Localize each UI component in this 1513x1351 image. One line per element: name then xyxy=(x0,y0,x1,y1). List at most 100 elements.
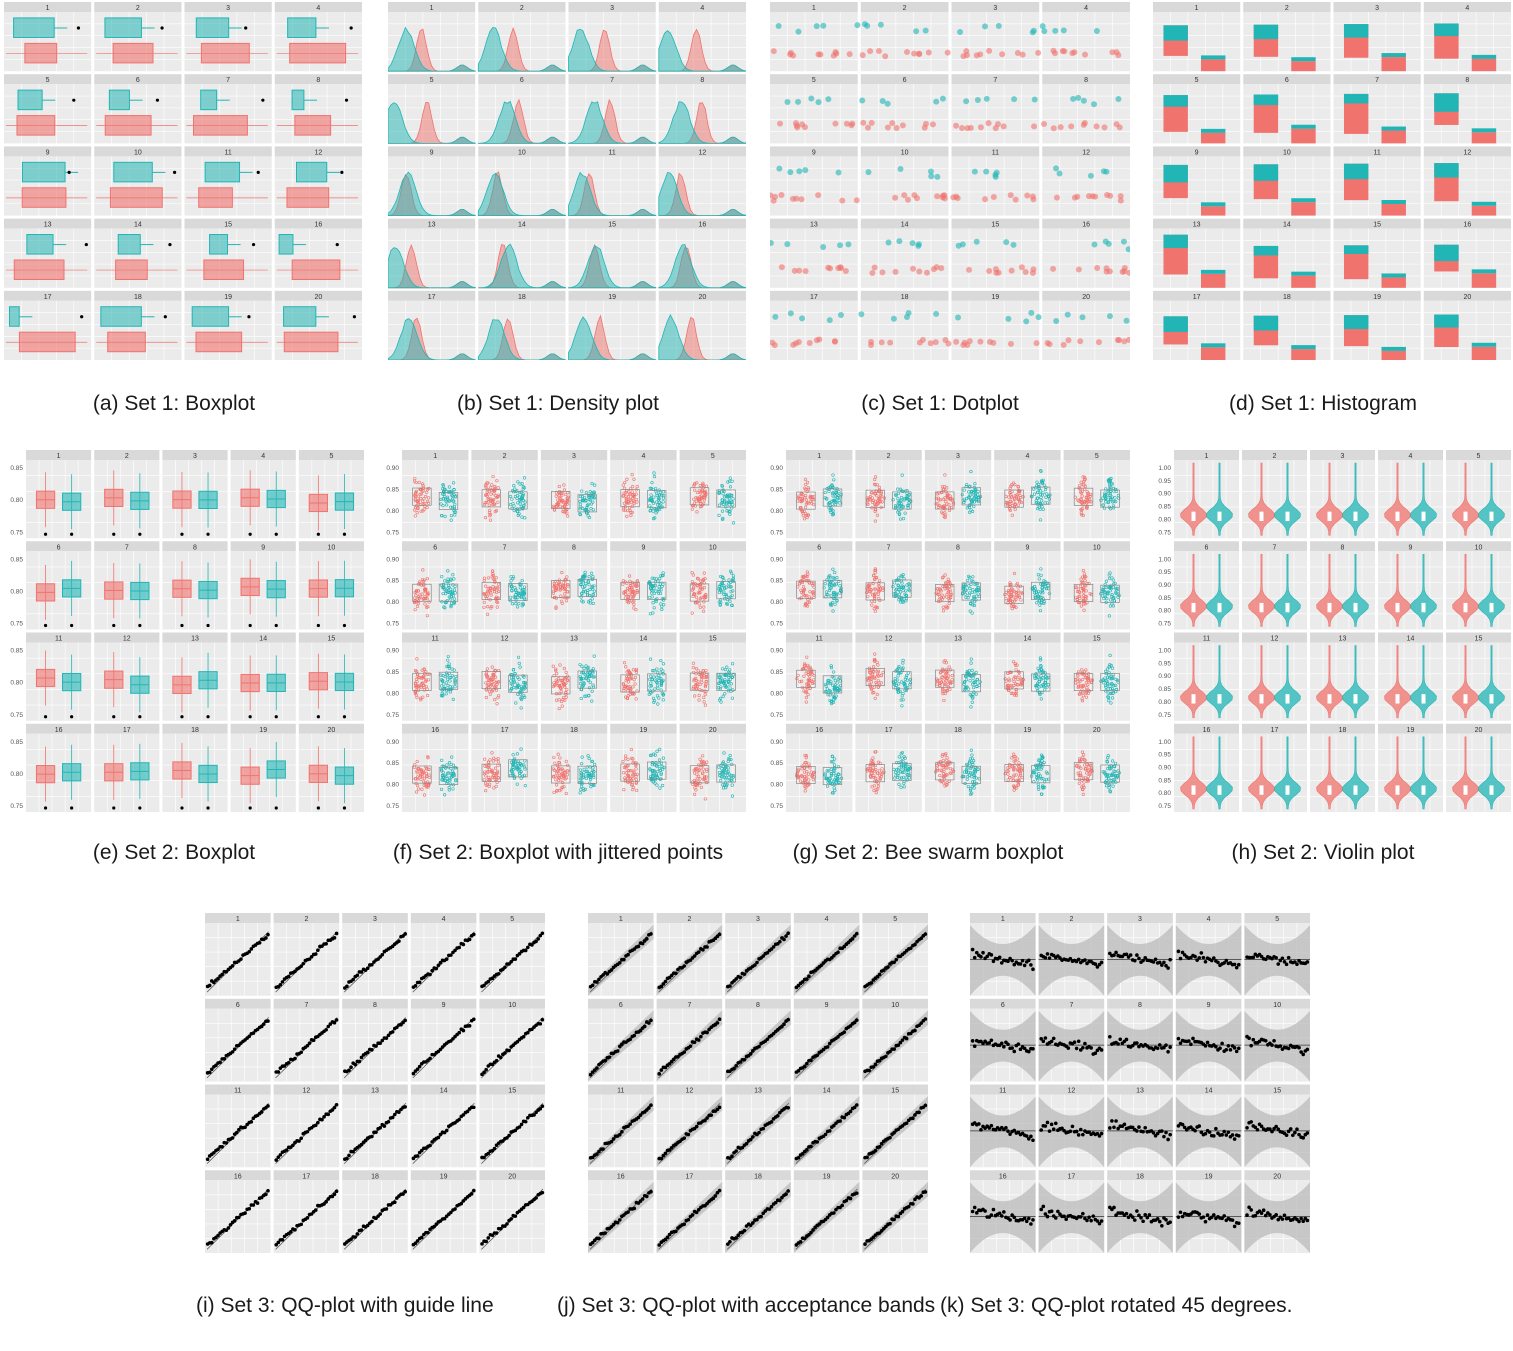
point xyxy=(1017,491,1021,496)
point xyxy=(520,604,524,608)
facet-strip xyxy=(1423,290,1511,301)
dot-red xyxy=(1024,192,1031,199)
point xyxy=(554,588,558,592)
facet-b-10: 10 xyxy=(477,146,566,216)
point xyxy=(591,766,595,770)
point xyxy=(485,589,490,593)
facet-panel xyxy=(540,551,608,630)
point xyxy=(446,677,450,681)
point xyxy=(521,588,525,592)
dot-teal xyxy=(1093,27,1100,34)
point xyxy=(702,596,706,600)
facet-e-13: 13 xyxy=(162,632,228,721)
box xyxy=(438,671,459,690)
point xyxy=(903,511,907,515)
point xyxy=(724,786,728,790)
facet-e-19: 19 xyxy=(230,723,296,812)
point xyxy=(690,507,694,511)
dot-red xyxy=(953,122,960,129)
dot-red xyxy=(1022,269,1029,276)
point xyxy=(967,495,971,499)
point xyxy=(650,576,654,580)
outlier xyxy=(138,806,142,810)
point xyxy=(564,692,568,696)
point xyxy=(652,591,656,595)
outlier xyxy=(247,315,251,319)
hist-bar-teal xyxy=(1163,25,1188,41)
facet-label: 11 xyxy=(55,636,62,643)
facet-b-17: 17 xyxy=(388,290,476,360)
point xyxy=(628,677,632,681)
point xyxy=(494,669,498,673)
point xyxy=(413,777,417,781)
point xyxy=(442,585,446,589)
y-tick-label: 0.75 xyxy=(386,621,399,628)
point xyxy=(564,681,568,685)
point xyxy=(486,769,490,774)
facet-d-19: 19 xyxy=(1333,290,1421,360)
point xyxy=(414,790,419,794)
facet-a-14: 14 xyxy=(94,218,182,288)
point xyxy=(906,506,910,510)
point xyxy=(563,685,567,689)
facet-label: 17 xyxy=(123,727,131,734)
point xyxy=(448,690,452,694)
box xyxy=(647,761,667,780)
point xyxy=(587,693,591,698)
point xyxy=(718,696,723,700)
dot-red xyxy=(871,264,878,271)
point xyxy=(522,504,526,508)
point xyxy=(484,584,488,588)
outlier xyxy=(206,623,210,628)
box-teal xyxy=(200,89,218,111)
facet-label: 20 xyxy=(709,727,717,734)
facet-panel xyxy=(230,642,296,721)
facet-label: 3 xyxy=(956,453,960,460)
dot-teal xyxy=(799,315,806,322)
point xyxy=(634,781,638,785)
facet-label: 10 xyxy=(134,149,142,156)
box-teal xyxy=(117,234,141,255)
facet-strip xyxy=(1153,218,1241,229)
point xyxy=(452,505,456,509)
facet-strip xyxy=(26,541,92,552)
facet-a-3: 3 xyxy=(184,2,272,72)
facet-strip xyxy=(568,218,656,229)
point xyxy=(453,513,457,517)
y-tick-label: 0.90 xyxy=(386,648,399,655)
density-teal xyxy=(568,171,657,216)
point xyxy=(522,765,527,769)
facet-e-9: 9 xyxy=(230,541,296,630)
point xyxy=(552,589,556,593)
point xyxy=(1076,498,1080,502)
box xyxy=(620,674,640,693)
dot-red xyxy=(1035,49,1042,56)
point xyxy=(580,664,584,668)
point xyxy=(657,585,661,589)
point xyxy=(555,504,559,509)
point xyxy=(705,769,709,773)
point xyxy=(587,600,591,604)
point xyxy=(698,588,702,592)
point xyxy=(703,797,707,801)
point xyxy=(696,584,700,588)
point xyxy=(553,774,557,778)
dot-teal xyxy=(933,310,940,317)
point xyxy=(590,773,594,777)
point xyxy=(697,602,701,606)
point xyxy=(729,778,733,782)
facet-label: 14 xyxy=(1283,222,1291,229)
point xyxy=(731,497,735,501)
point xyxy=(492,673,496,678)
facet-b-12: 12 xyxy=(658,146,746,216)
point xyxy=(833,494,837,498)
point xyxy=(969,469,973,474)
point xyxy=(965,496,969,501)
point xyxy=(692,482,697,486)
point xyxy=(1019,500,1024,505)
dot-red xyxy=(995,269,1002,276)
dot-red xyxy=(934,193,941,200)
point xyxy=(970,499,974,504)
point xyxy=(510,589,514,593)
facet-c-19: 19 xyxy=(951,290,1042,360)
